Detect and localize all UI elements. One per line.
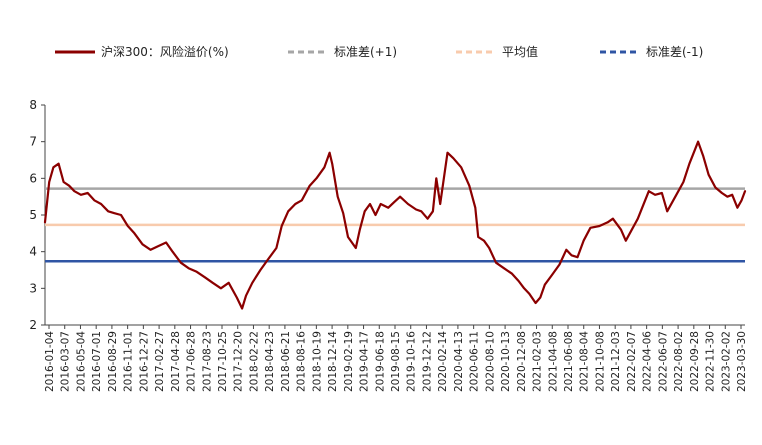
y-tick-label: 5 (29, 208, 37, 222)
x-tick-label: 2017-10-25 (217, 331, 229, 392)
x-tick-label: 2016-08-29 (107, 331, 119, 392)
x-tick-label: 2017-02-27 (154, 331, 166, 392)
x-tick-label: 2021-04-08 (547, 331, 559, 392)
legend-label-3: 平均值 (502, 44, 538, 59)
x-tick-label: 2016-05-04 (75, 331, 87, 392)
x-tick-label: 2018-10-19 (311, 331, 323, 392)
x-tick-label: 2020-10-13 (500, 331, 512, 392)
x-tick-label: 2017-06-28 (186, 331, 198, 392)
x-tick-label: 2019-08-15 (390, 331, 402, 392)
x-tick-label: 2021-06-08 (563, 331, 575, 392)
x-tick-label: 2018-06-21 (280, 331, 292, 392)
x-tick-label: 2022-02-07 (626, 331, 638, 392)
x-tick-label: 2017-04-28 (170, 331, 182, 392)
x-tick-label: 2021-10-08 (594, 331, 606, 392)
x-tick-label: 2020-06-11 (469, 331, 481, 392)
x-tick-label: 2018-04-23 (264, 331, 276, 392)
x-tick-label: 2018-02-22 (248, 331, 260, 392)
y-tick-label: 2 (29, 318, 37, 332)
x-tick-label: 2020-04-13 (453, 331, 465, 392)
x-tick-label: 2016-01-04 (44, 331, 56, 392)
legend-label-1: 沪深300：风险溢价(%) (101, 44, 229, 59)
x-tick-label: 2023-02-02 (720, 331, 732, 392)
x-tick-label: 2022-09-28 (689, 331, 701, 392)
series-line-risk-premium (43, 140, 747, 310)
legend-label-2: 标准差(+1) (334, 45, 397, 59)
x-tick-label: 2016-12-27 (138, 331, 150, 392)
x-tick-label: 2021-02-03 (532, 331, 544, 392)
x-tick-label: 2017-08-23 (201, 331, 213, 392)
x-tick-label: 2016-07-01 (91, 331, 103, 392)
x-tick-label: 2022-11-30 (705, 331, 717, 392)
y-tick-label: 7 (29, 135, 37, 149)
legend-label-4: 标准差(-1) (646, 45, 703, 59)
x-tick-label: 2018-08-16 (296, 331, 308, 392)
x-tick-label: 2022-06-07 (657, 331, 669, 392)
x-tick-label: 2020-12-08 (516, 331, 528, 392)
x-tick-label: 2018-12-14 (327, 331, 339, 392)
x-tick-label: 2016-03-07 (60, 331, 72, 392)
x-tick-label: 2020-08-10 (484, 331, 496, 392)
x-tick-label: 2016-11-01 (123, 331, 135, 392)
x-tick-label: 2019-04-17 (359, 331, 371, 392)
x-tick-label: 2021-12-03 (610, 331, 622, 392)
x-tick-label: 2019-12-12 (421, 331, 433, 392)
x-tick-label: 2019-06-18 (374, 331, 386, 392)
x-tick-label: 2019-10-16 (406, 331, 418, 392)
y-tick-label: 3 (29, 281, 37, 295)
y-tick-label: 6 (29, 171, 37, 185)
x-tick-label: 2023-03-30 (736, 331, 748, 392)
x-tick-label: 2022-08-02 (673, 331, 685, 392)
x-tick-label: 2022-04-06 (642, 331, 654, 392)
x-tick-label: 2017-12-20 (233, 331, 245, 392)
x-tick-label: 2021-08-04 (579, 331, 591, 392)
x-tick-label: 2020-02-14 (437, 331, 449, 392)
y-tick-label: 8 (29, 98, 37, 112)
y-tick-label: 4 (29, 245, 37, 259)
x-tick-label: 2019-02-19 (343, 331, 355, 392)
